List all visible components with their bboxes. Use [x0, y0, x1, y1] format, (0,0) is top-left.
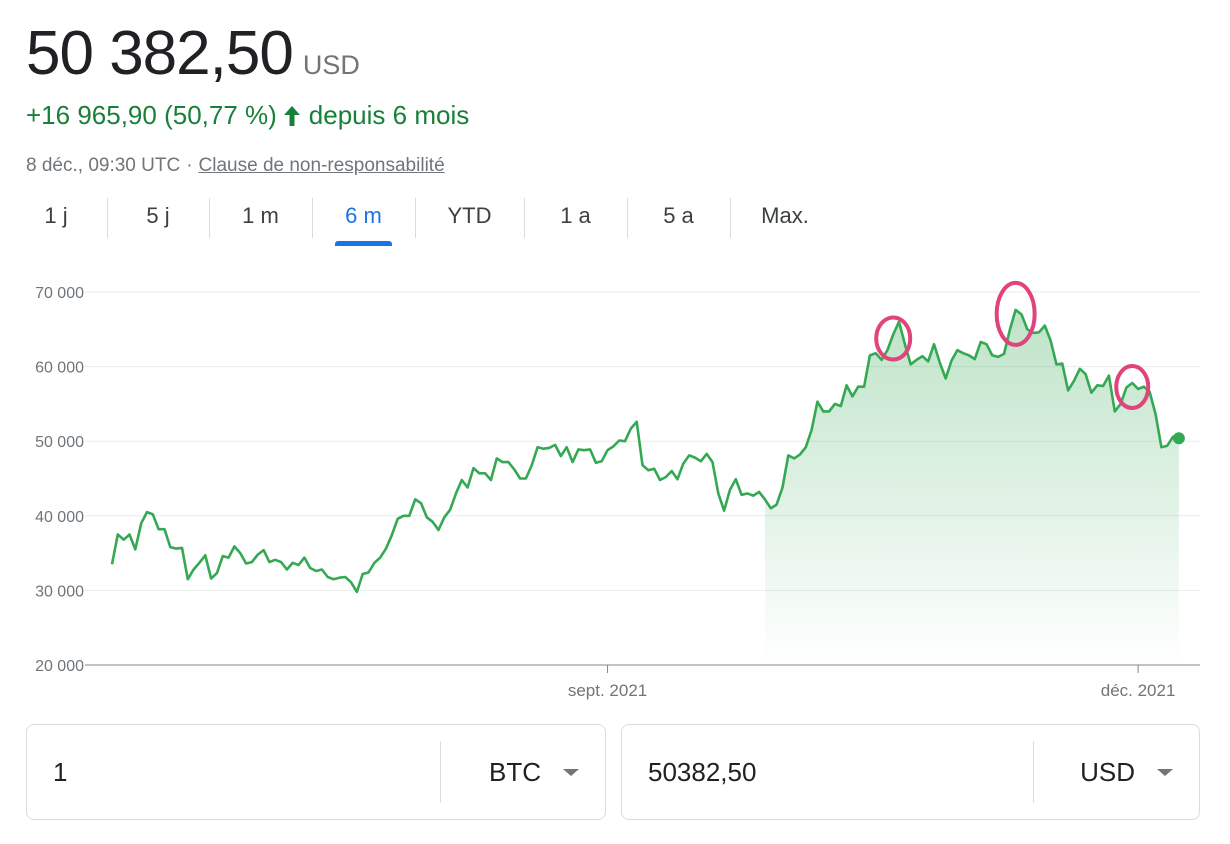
- y-axis-labels: 70 000 60 000 50 000 40 000 30 000 20 000: [35, 285, 84, 675]
- change-amount: +16 965,90 (50,77 %): [26, 100, 277, 130]
- y-tick-label: 60 000: [35, 360, 84, 377]
- y-tick-label: 40 000: [35, 509, 84, 526]
- highlight-circle: [1114, 364, 1151, 411]
- from-currency-label: BTC: [489, 756, 541, 787]
- change-period: depuis 6 mois: [308, 100, 470, 130]
- tab-1-year[interactable]: 1 a: [524, 192, 627, 240]
- y-tick-label: 30 000: [35, 583, 84, 600]
- quote-timestamp: 8 déc., 09:30 UTC: [26, 155, 181, 176]
- tab-5-years[interactable]: 5 a: [627, 192, 730, 240]
- tab-ytd[interactable]: YTD: [415, 192, 524, 240]
- y-tick-label: 20 000: [35, 658, 84, 675]
- to-currency-label: USD: [1080, 756, 1135, 787]
- tab-1-day[interactable]: 1 j: [44, 203, 68, 228]
- last-price-dot: [1172, 432, 1185, 445]
- y-tick-label: 50 000: [35, 434, 84, 451]
- x-axis-labels: sept. 2021 déc. 2021: [568, 665, 1176, 700]
- price-header: 50 382,50 USD: [26, 18, 360, 89]
- from-divider: [440, 741, 441, 803]
- arrow-up-icon: [283, 105, 300, 126]
- tab-5-days[interactable]: 5 j: [107, 192, 209, 240]
- x-tick-label: déc. 2021: [1101, 681, 1176, 700]
- disclaimer-link[interactable]: Clause de non-responsabilité: [198, 155, 445, 176]
- highlight-circle: [994, 280, 1037, 347]
- highlight-circles: [874, 280, 1151, 411]
- converter-from: 1 BTC: [26, 724, 606, 820]
- price-currency: USD: [302, 50, 360, 80]
- tab-6-months[interactable]: 6 m: [312, 192, 415, 246]
- to-divider: [1033, 741, 1035, 803]
- tab-1-month[interactable]: 1 m: [209, 192, 312, 240]
- to-currency-select[interactable]: USD: [1034, 757, 1199, 788]
- tab-max[interactable]: Max.: [730, 192, 840, 240]
- from-currency-select[interactable]: BTC: [441, 757, 605, 788]
- range-tabs: 1 j 5 j 1 m 6 m YTD 1 a 5 a Max.: [5, 192, 840, 246]
- to-amount-input[interactable]: 50382,50: [648, 756, 757, 787]
- meta-separator: ·: [186, 155, 193, 176]
- from-amount-input[interactable]: 1: [53, 756, 68, 787]
- price-line: [110, 308, 1180, 594]
- x-tick-label: sept. 2021: [568, 681, 647, 700]
- quote-meta: 8 déc., 09:30 UTC · Clause de non-responsa…: [26, 155, 445, 177]
- converter-to: 50382,50 USD: [621, 724, 1200, 820]
- price-change: +16 965,90 (50,77 %) depuis 6 mois: [26, 100, 469, 131]
- current-price: 50 382,50: [26, 19, 294, 88]
- chevron-down-icon: [1157, 768, 1173, 776]
- chevron-down-icon: [563, 768, 579, 776]
- price-chart[interactable]: 70 000 60 000 50 000 40 000 30 000 20 000 sep…: [0, 270, 1230, 710]
- y-tick-label: 70 000: [35, 285, 84, 302]
- highlight-circle: [874, 315, 913, 362]
- price-area-fill: [765, 309, 1179, 665]
